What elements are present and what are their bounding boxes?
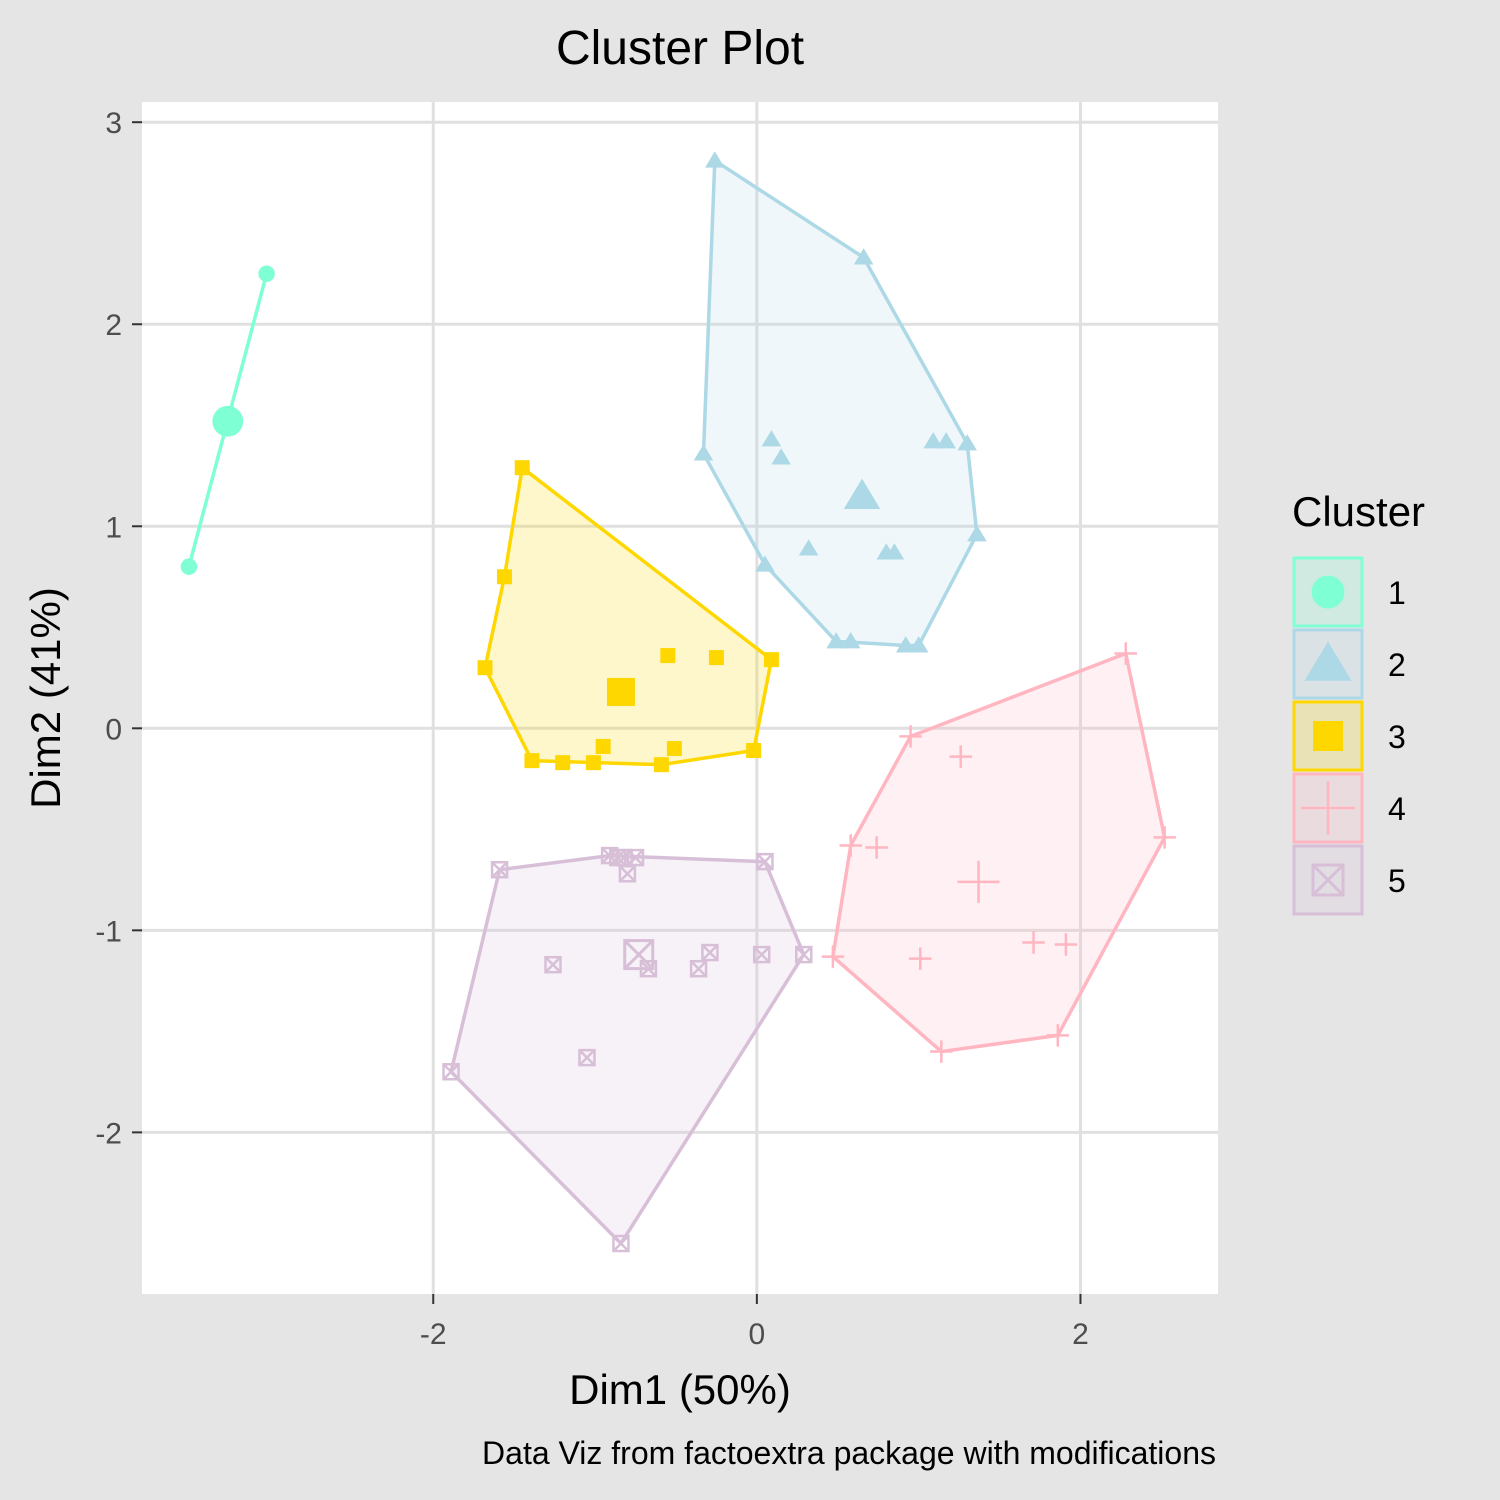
- cluster-4-point: [1114, 642, 1138, 665]
- legend-label-4: 4: [1388, 791, 1406, 827]
- legend-label-3: 3: [1388, 719, 1406, 755]
- cluster-1-point: [180, 558, 198, 575]
- cluster-3-point: [763, 652, 779, 668]
- legend-symbol-5: [1311, 863, 1345, 897]
- legend-symbol-2: [1304, 641, 1352, 681]
- cluster-3-point: [746, 743, 762, 759]
- plot-background: [142, 102, 1218, 1294]
- cluster-hull-4: [831, 651, 1167, 1054]
- cluster-3-point: [524, 753, 540, 769]
- cluster-5-point: [756, 852, 774, 871]
- cluster-2-point: [853, 248, 874, 265]
- legend-label-1: 1: [1388, 575, 1406, 611]
- cluster-3-point: [585, 755, 601, 771]
- cluster-3-point: [555, 755, 571, 771]
- cluster-4-point: [1046, 1024, 1070, 1047]
- cluster-2-point: [957, 434, 977, 451]
- cluster-5-point: [618, 865, 637, 883]
- cluster-2-point: [923, 432, 943, 449]
- legend-symbol-3: [1313, 721, 1343, 751]
- cluster-2-point: [826, 632, 846, 649]
- cluster-5-point: [612, 1234, 630, 1253]
- cluster-2-point: [798, 539, 819, 556]
- legend-symbol-1: [1311, 575, 1345, 609]
- legend-label-2: 2: [1388, 647, 1406, 683]
- cluster-3-point: [595, 738, 611, 754]
- grid-lines: [142, 102, 1218, 1294]
- chart-title: Cluster Plot: [556, 22, 804, 75]
- cluster-1-centroid: [212, 405, 244, 437]
- y-tick-label: 2: [105, 309, 122, 342]
- cluster-2-point: [755, 555, 775, 572]
- cluster-5-centroid: [623, 939, 655, 971]
- cluster-2-point: [967, 525, 987, 542]
- cluster-4-point: [949, 745, 972, 768]
- cluster-4-point: [1153, 826, 1176, 849]
- cluster-3-point: [477, 660, 493, 676]
- cluster-4-point: [1054, 933, 1078, 956]
- cluster-3-centroid: [606, 677, 635, 706]
- cluster-5-point: [795, 945, 813, 964]
- cluster-points: [180, 151, 1176, 1253]
- cluster-1-point: [258, 265, 275, 282]
- y-tick-label: 1: [105, 511, 122, 544]
- cluster-5-point: [689, 959, 708, 978]
- cluster-2-point: [884, 543, 905, 560]
- x-tick-label: -2: [420, 1318, 447, 1351]
- y-tick-label: 3: [105, 107, 122, 140]
- cluster-3-point: [660, 648, 676, 664]
- cluster-5-point: [490, 860, 509, 879]
- cluster-5-point: [578, 1048, 596, 1067]
- x-axis-title: Dim1 (50%): [569, 1366, 791, 1413]
- cluster-3-point: [653, 757, 669, 773]
- cluster-3-point: [708, 650, 724, 666]
- cluster-2-point: [693, 444, 714, 461]
- cluster-2-point: [840, 632, 861, 649]
- cluster-4-point: [839, 834, 862, 857]
- axes: -2 0 2 -2 -1 0 1 2 3: [95, 107, 1088, 1351]
- cluster-4-point: [821, 945, 845, 968]
- cluster-4-point: [909, 947, 932, 970]
- cluster-2-point: [908, 636, 929, 653]
- x-tick-label: 2: [1072, 1318, 1089, 1351]
- legend-label-5: 5: [1388, 863, 1406, 899]
- cluster-4-point: [899, 725, 922, 748]
- cluster-5-point: [752, 945, 771, 964]
- cluster-4-point: [930, 1040, 953, 1063]
- cluster-3-point: [514, 460, 530, 476]
- cluster-2-centroid: [843, 478, 881, 509]
- x-tick-label: 0: [749, 1318, 766, 1351]
- cluster-2-point: [936, 432, 956, 449]
- cluster-5-point: [442, 1063, 460, 1081]
- legend-title: Cluster: [1292, 488, 1425, 535]
- cluster-4-centroid: [957, 860, 1000, 903]
- cluster-3-point: [496, 569, 512, 585]
- legend-key-5: [1292, 844, 1364, 916]
- y-tick-label: -2: [95, 1117, 122, 1150]
- cluster-5-point: [544, 955, 562, 974]
- y-tick-label: -1: [95, 915, 122, 948]
- cluster-5-point: [701, 943, 719, 962]
- cluster-3-point: [666, 741, 682, 757]
- cluster-2-point: [705, 151, 725, 168]
- y-axis-title: Dim2 (41%): [22, 587, 69, 809]
- chart-caption: Data Viz from factoextra package with mo…: [482, 1435, 1216, 1471]
- cluster-2-point: [895, 636, 916, 653]
- legend-symbol-4: [1301, 781, 1355, 835]
- cluster-4-point: [865, 836, 888, 859]
- cluster-2-point: [771, 448, 791, 465]
- cluster-2-point: [761, 430, 782, 447]
- cluster-hull-2: [701, 158, 979, 648]
- y-tick-label: 0: [105, 713, 122, 746]
- cluster-4-point: [1022, 931, 1045, 954]
- legend: Cluster 1 2 3 4 5: [1292, 488, 1425, 916]
